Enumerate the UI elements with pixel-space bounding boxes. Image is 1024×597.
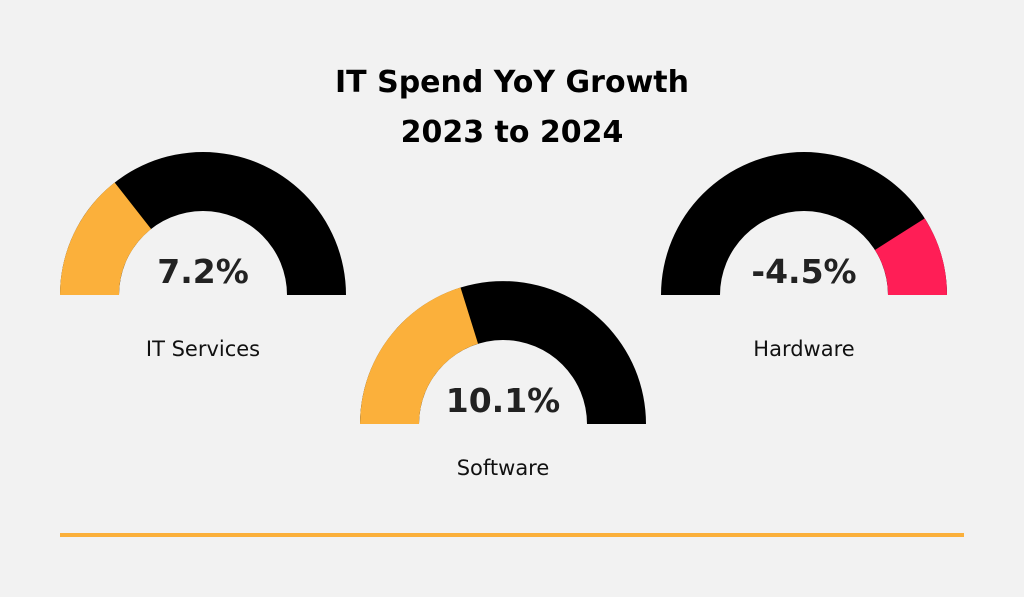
gauge-software: 10.1% Software xyxy=(360,281,646,480)
gauge-track-hardware xyxy=(661,152,947,295)
gauge-value-software: 10.1% xyxy=(446,381,561,420)
gauge-label-software: Software xyxy=(457,456,550,480)
gauge-hardware: -4.5% Hardware xyxy=(661,152,947,361)
gauge-label-hardware: Hardware xyxy=(753,337,854,361)
gauge-fill-it-services xyxy=(60,182,152,295)
gauge-value-hardware: -4.5% xyxy=(751,252,856,291)
chart-title-line-1: IT Spend YoY Growth xyxy=(335,65,689,100)
gauge-label-it-services: IT Services xyxy=(146,337,260,361)
gauge-fill-software xyxy=(360,287,479,424)
chart-title: IT Spend YoY Growth 2023 to 2024 xyxy=(0,58,1024,158)
gauge-it-services: 7.2% IT Services xyxy=(60,152,346,361)
gauge-value-it-services: 7.2% xyxy=(157,252,249,291)
chart-title-line-2: 2023 to 2024 xyxy=(400,115,624,150)
gauge-track-it-services xyxy=(60,152,346,295)
gauge-fill-hardware xyxy=(874,218,947,295)
baseline-divider xyxy=(60,533,964,537)
